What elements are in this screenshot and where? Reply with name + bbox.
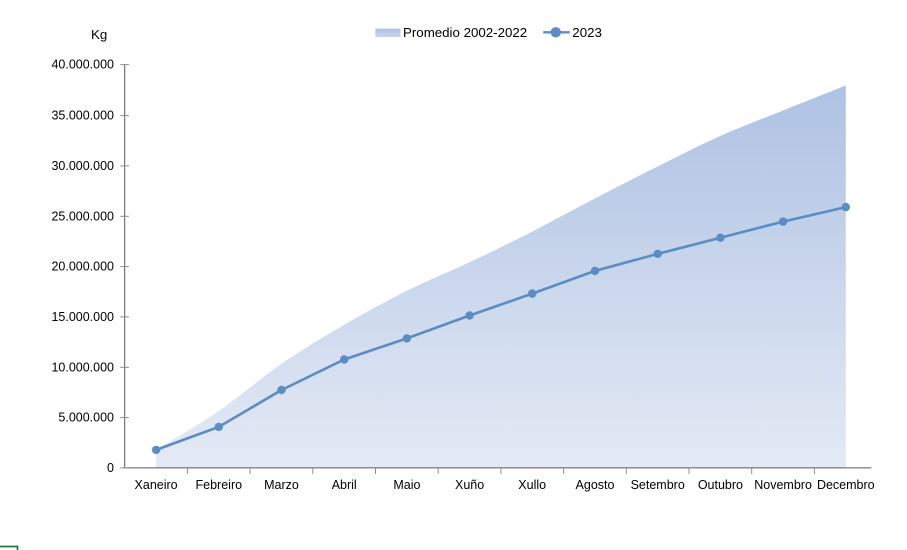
svg-text:Outubro: Outubro bbox=[698, 478, 743, 492]
svg-text:Febreiro: Febreiro bbox=[196, 478, 243, 492]
svg-text:Novembro: Novembro bbox=[754, 478, 812, 492]
svg-text:Xaneiro: Xaneiro bbox=[135, 478, 178, 492]
svg-text:Promedio 2002-2022: Promedio 2002-2022 bbox=[403, 25, 527, 40]
svg-text:2023: 2023 bbox=[572, 25, 602, 40]
svg-text:0: 0 bbox=[107, 461, 114, 475]
svg-text:35.000.000: 35.000.000 bbox=[51, 109, 114, 123]
svg-text:Agosto: Agosto bbox=[576, 478, 615, 492]
svg-text:Xuño: Xuño bbox=[455, 478, 484, 492]
svg-text:Marzo: Marzo bbox=[264, 478, 299, 492]
svg-text:15.000.000: 15.000.000 bbox=[51, 310, 114, 324]
svg-text:Decembro: Decembro bbox=[817, 478, 875, 492]
svg-text:40.000.000: 40.000.000 bbox=[51, 58, 114, 72]
svg-text:Abril: Abril bbox=[332, 478, 357, 492]
svg-text:5.000.000: 5.000.000 bbox=[58, 411, 114, 425]
svg-text:30.000.000: 30.000.000 bbox=[51, 159, 114, 173]
svg-text:25.000.000: 25.000.000 bbox=[51, 209, 114, 223]
svg-text:Kg: Kg bbox=[91, 27, 107, 42]
svg-text:Maio: Maio bbox=[393, 478, 420, 492]
svg-text:10.000.000: 10.000.000 bbox=[51, 360, 114, 374]
svg-text:Setembro: Setembro bbox=[631, 478, 685, 492]
svg-text:20.000.000: 20.000.000 bbox=[51, 260, 114, 274]
svg-text:Xullo: Xullo bbox=[518, 478, 546, 492]
